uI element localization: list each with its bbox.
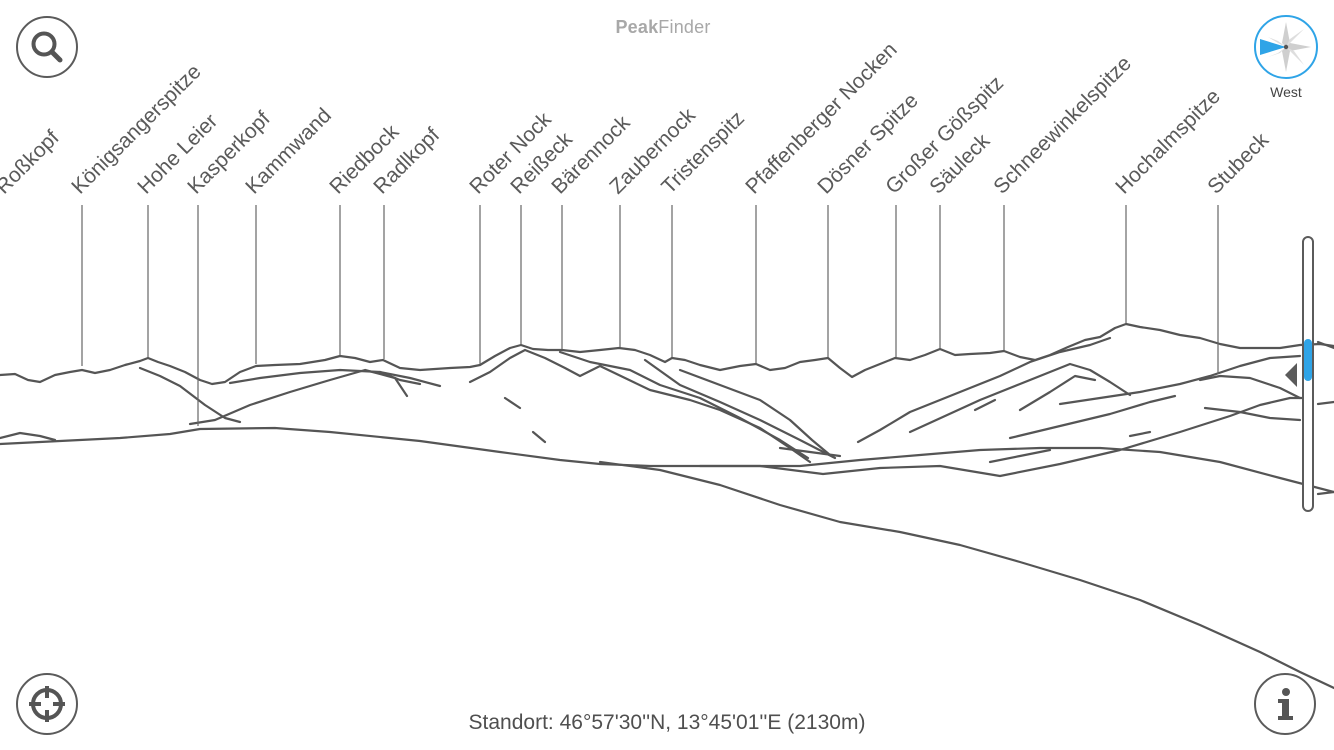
location-readout: Standort: 46°57'30''N, 13°45'01''E (2130…	[468, 711, 866, 734]
app-title-bold: Peak	[615, 17, 659, 37]
compass-rose-icon	[1260, 22, 1311, 72]
app-title: PeakFinder	[0, 17, 1326, 38]
compass-direction-label: West	[1270, 84, 1302, 100]
mountain-ridges	[0, 322, 1334, 690]
zoom-pointer-icon	[1285, 363, 1297, 387]
locate-button[interactable]	[16, 673, 78, 735]
search-icon	[31, 31, 63, 63]
crosshair-icon	[29, 686, 65, 722]
peak-leader-lines	[81, 205, 1219, 426]
peak-label[interactable]: Stubeck	[1203, 128, 1273, 198]
info-icon	[1278, 688, 1293, 720]
peak-label[interactable]: Schneewinkelspitze	[989, 52, 1136, 199]
peak-label[interactable]: Roßkopf	[0, 126, 64, 199]
compass-button[interactable]	[1254, 15, 1318, 79]
info-button[interactable]	[1254, 673, 1316, 735]
app-title-light: Finder	[658, 17, 711, 37]
search-button[interactable]	[16, 16, 78, 78]
zoom-slider-thumb[interactable]	[1304, 339, 1312, 382]
